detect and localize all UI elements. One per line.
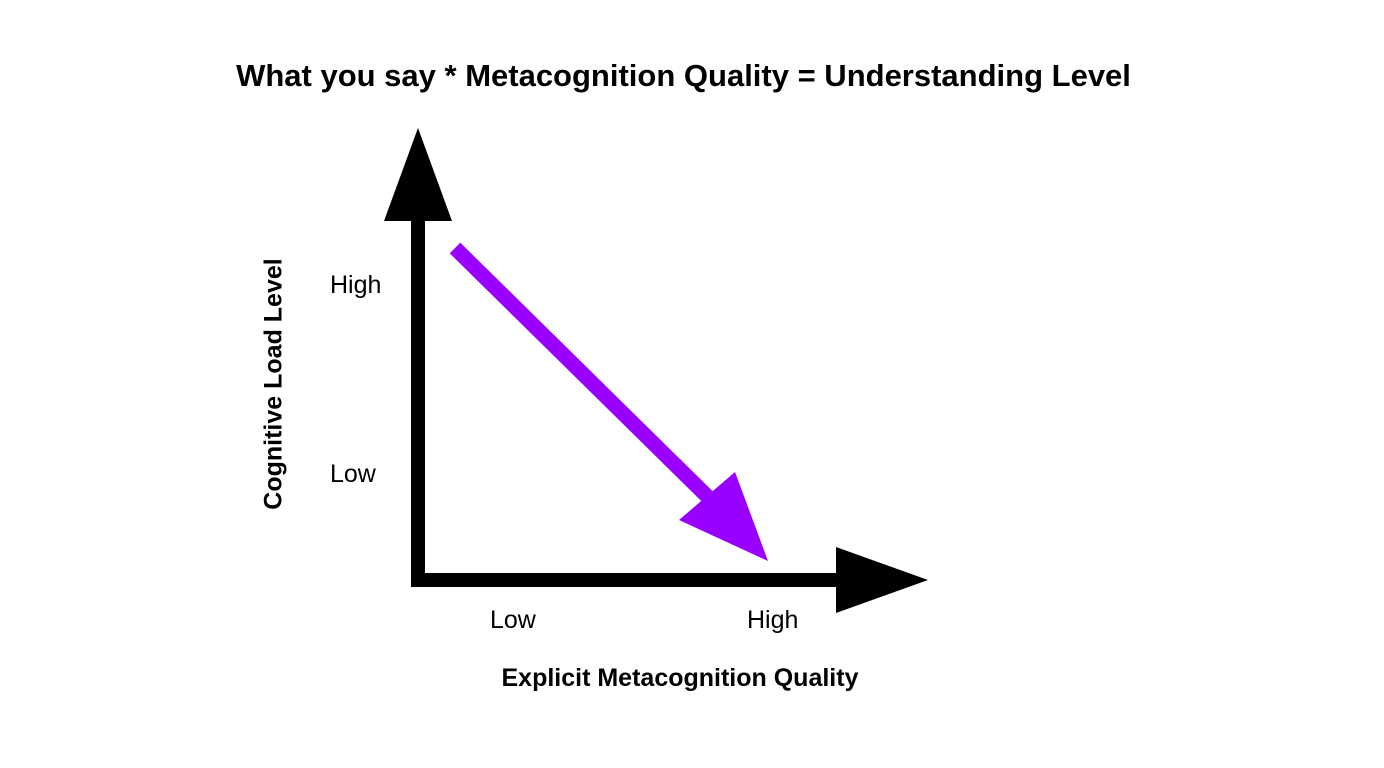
x-tick-low: Low [490,606,536,634]
y-tick-high: High [330,271,382,299]
trend-arrow [449,242,768,561]
y-axis-title: Cognitive Load Level [259,258,288,510]
x-tick-high: High [747,606,799,634]
trend-arrow-shaft [449,242,722,511]
diagram-title: What you say * Metacognition Quality = U… [236,58,1131,93]
y-axis-arrowhead [384,128,452,221]
x-axis-arrow [411,547,928,613]
x-axis-arrowhead [836,547,928,613]
y-axis-arrow [384,128,452,580]
trend-arrowhead [679,472,768,561]
y-tick-low: Low [330,460,376,488]
x-axis-title: Explicit Metacognition Quality [501,664,859,692]
